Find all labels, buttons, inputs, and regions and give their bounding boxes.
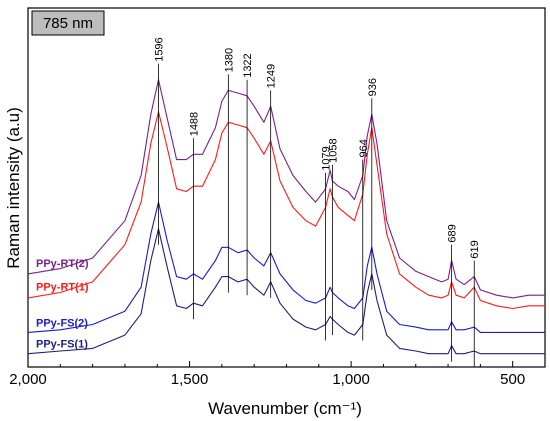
peak-label-619: 619 <box>469 240 481 258</box>
peak-label-1596: 1596 <box>154 37 166 61</box>
series-label-ppy-rt-2: PPy-RT(2) <box>36 258 89 270</box>
x-tick-label-1000: 1,000 <box>332 371 370 388</box>
x-axis: 2,000 1,500 1,000 500 <box>9 361 525 388</box>
y-axis-title: Raman intensity (a.u) <box>4 107 23 269</box>
plot-frame <box>27 7 546 368</box>
series-labels: PPy-RT(2) PPy-RT(1) PPy-FS(2) PPy-FS(1) <box>36 258 89 351</box>
series-label-ppy-fs-1: PPy-FS(1) <box>36 339 88 351</box>
peak-label-936: 936 <box>367 78 379 96</box>
peak-label-1380: 1380 <box>223 48 235 72</box>
x-tick-label-2000: 2,000 <box>9 371 47 388</box>
peak-label-1058: 1058 <box>327 138 339 162</box>
peak-label-1249: 1249 <box>266 64 278 88</box>
laser-badge: 785 nm <box>31 10 105 36</box>
peak-label-1488: 1488 <box>188 112 200 136</box>
series-line-ppy-rt-1 <box>27 111 545 310</box>
x-tick-label-500: 500 <box>500 371 525 388</box>
x-axis-title: Wavenumber (cm⁻¹) <box>208 399 362 418</box>
x-tick-label-1500: 1,500 <box>171 371 209 388</box>
series-line-ppy-fs-1 <box>27 228 545 355</box>
peak-label-689: 689 <box>447 224 459 242</box>
series-label-ppy-fs-2: PPy-FS(2) <box>36 317 88 329</box>
series-label-ppy-rt-1: PPy-RT(1) <box>36 282 89 294</box>
series-line-ppy-rt-2 <box>27 79 545 299</box>
laser-wavelength-label: 785 nm <box>43 15 93 32</box>
peak-label-964: 964 <box>358 139 370 157</box>
spectrum-curves <box>27 79 545 355</box>
peak-label-1322: 1322 <box>242 53 254 77</box>
peak-label-1079: 1079 <box>321 146 333 170</box>
